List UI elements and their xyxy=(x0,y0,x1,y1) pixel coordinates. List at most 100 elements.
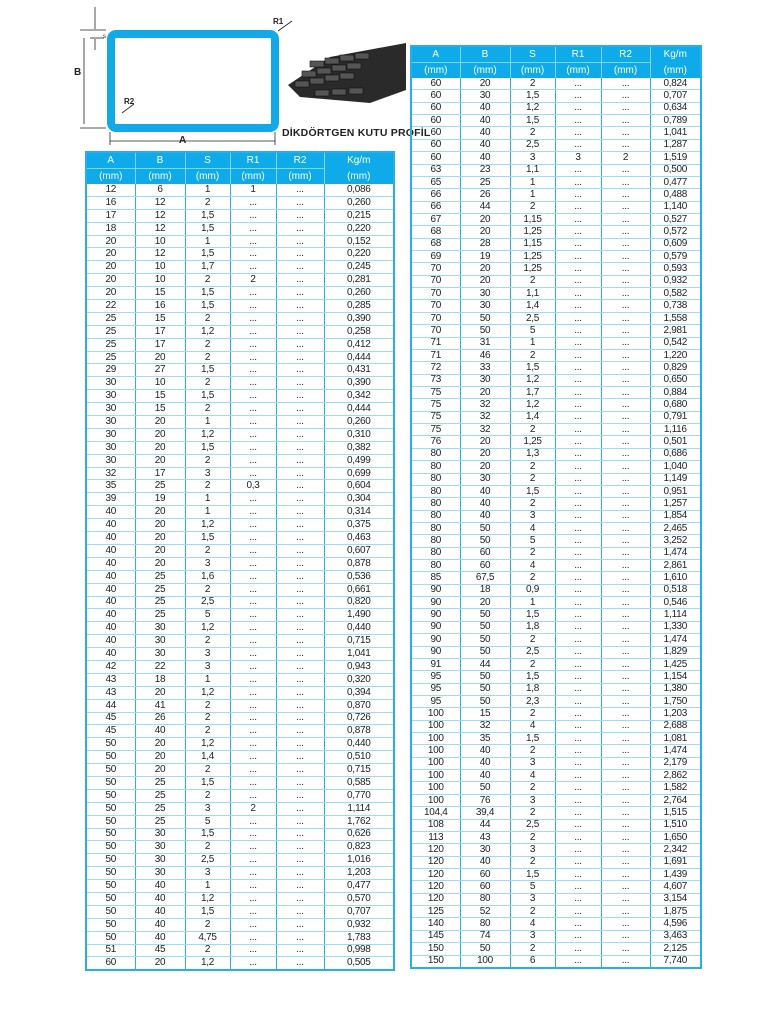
cell-b: 20 xyxy=(459,435,510,449)
cell-r1: ... xyxy=(229,428,276,442)
cell-s: 2 xyxy=(184,763,230,777)
cell-a: 30 xyxy=(85,415,135,429)
table-row: 17 12 1,5...... 0,215 xyxy=(85,209,394,223)
cell-a: 45 xyxy=(85,724,135,739)
cell-r2: ... xyxy=(600,337,650,350)
cell-kg-per-m: 0,375 xyxy=(323,518,394,533)
cell-a: 40 xyxy=(85,621,135,636)
cell-kg-per-m: 3,154 xyxy=(649,893,701,907)
cell-b: 28 xyxy=(459,238,510,252)
cell-s: 3 xyxy=(509,843,555,857)
profile-diagram: s B A R1 R2 xyxy=(74,7,406,146)
cell-a: 76 xyxy=(410,435,460,449)
table-row: 80 40 2...... 1,257 xyxy=(410,497,701,511)
cell-r1: ... xyxy=(229,892,276,906)
cell-r2: ... xyxy=(275,299,324,313)
table-row: 73 30 1,2...... 0,650 xyxy=(410,374,701,387)
cell-r1: ... xyxy=(229,956,276,971)
cell-a: 90 xyxy=(410,608,460,622)
cell-kg-per-m: 0,518 xyxy=(649,584,701,598)
cell-b: 17 xyxy=(134,338,185,352)
cell-r2: ... xyxy=(275,454,324,468)
cell-r2: ... xyxy=(600,868,650,882)
cell-a: 39 xyxy=(85,492,135,507)
column-header-a: A xyxy=(410,46,460,63)
cell-a: 50 xyxy=(85,789,135,803)
cell-r2: ... xyxy=(275,931,324,945)
column-header-r2: R2 xyxy=(600,46,650,63)
cell-r2: ... xyxy=(600,213,650,227)
cell-r1: ... xyxy=(229,853,276,868)
cell-r2: ... xyxy=(275,467,324,481)
cell-r1: ... xyxy=(229,235,276,249)
cell-r1: ... xyxy=(229,840,276,855)
table-row: 60 40 3 3 2 1,519 xyxy=(410,151,701,165)
cell-kg-per-m: 4,596 xyxy=(649,917,701,931)
cell-b: 40 xyxy=(459,139,510,153)
cell-s: 2 xyxy=(184,479,230,494)
cell-a: 95 xyxy=(410,683,460,696)
cell-s: 3 xyxy=(509,930,555,944)
cell-a: 120 xyxy=(410,880,460,894)
cell-r1: ... xyxy=(554,188,601,202)
cell-b: 40 xyxy=(459,744,510,758)
cell-r1: ... xyxy=(554,238,601,252)
cell-r2: ... xyxy=(275,673,324,687)
table-row: 45 40 2...... 0,878 xyxy=(85,724,394,739)
cell-kg-per-m: 0,661 xyxy=(323,583,394,597)
cell-s: 1,2 xyxy=(184,892,230,906)
cell-b: 40 xyxy=(459,757,510,771)
cell-b: 50 xyxy=(459,695,510,709)
cell-a: 30 xyxy=(85,402,135,417)
cell-s: 2 xyxy=(509,744,555,758)
table-row: 40 20 1,5...... 0,463 xyxy=(85,531,394,545)
cell-s: 2,5 xyxy=(509,139,555,153)
cell-kg-per-m: 0,823 xyxy=(323,840,394,855)
cell-b: 20 xyxy=(134,763,185,777)
cell-r2: ... xyxy=(600,114,650,128)
table-row: 80 60 4...... 2,861 xyxy=(410,559,701,573)
cell-a: 85 xyxy=(410,571,460,585)
cell-a: 71 xyxy=(410,337,460,350)
cell-r2: ... xyxy=(600,930,650,944)
cell-s: 4 xyxy=(509,769,555,783)
table-row: 90 50 1,8...... 1,330 xyxy=(410,621,701,635)
cell-s: 2 xyxy=(509,460,555,474)
cell-kg-per-m: 1,582 xyxy=(649,781,701,795)
cell-a: 40 xyxy=(85,518,135,533)
cell-r1: ... xyxy=(229,866,276,881)
cell-r2: ... xyxy=(275,184,324,197)
column-unit-r2: (mm) xyxy=(600,62,650,78)
cell-kg-per-m: 2,688 xyxy=(649,720,701,734)
cell-r1: ... xyxy=(229,686,276,700)
cell-s: 1,5 xyxy=(184,222,230,236)
cell-r1: ... xyxy=(229,544,276,558)
cell-r1: ... xyxy=(554,720,601,734)
cell-r2: ... xyxy=(600,238,650,252)
cell-r2: ... xyxy=(275,196,324,210)
cell-a: 40 xyxy=(85,505,135,520)
cell-r1: ... xyxy=(554,670,601,684)
cell-kg-per-m: 0,951 xyxy=(649,485,701,499)
cell-b: 33 xyxy=(459,361,510,375)
cell-b: 40 xyxy=(459,769,510,783)
table-row: 40 30 1,2...... 0,440 xyxy=(85,621,394,636)
cell-a: 68 xyxy=(410,225,460,239)
table-row: 20 15 1,5...... 0,260 xyxy=(85,286,394,301)
cell-s: 2 xyxy=(184,376,230,391)
cell-r2: ... xyxy=(275,260,324,275)
cell-b: 50 xyxy=(459,312,510,326)
cell-r2: ... xyxy=(275,544,324,558)
table-row: 80 20 1,3...... 0,686 xyxy=(410,448,701,462)
cell-r1: ... xyxy=(554,547,601,561)
cell-kg-per-m: 0,884 xyxy=(649,386,701,400)
cell-a: 100 xyxy=(410,707,460,721)
cell-r1: ... xyxy=(229,389,276,404)
table-row: 108 44 2,5...... 1,510 xyxy=(410,819,701,832)
cell-kg-per-m: 0,285 xyxy=(323,299,394,313)
cell-s: 2 xyxy=(509,473,555,486)
cell-r2: ... xyxy=(600,349,650,363)
cell-r2: ... xyxy=(600,720,650,734)
cell-s: 1,25 xyxy=(509,435,555,449)
cell-a: 65 xyxy=(410,176,460,190)
